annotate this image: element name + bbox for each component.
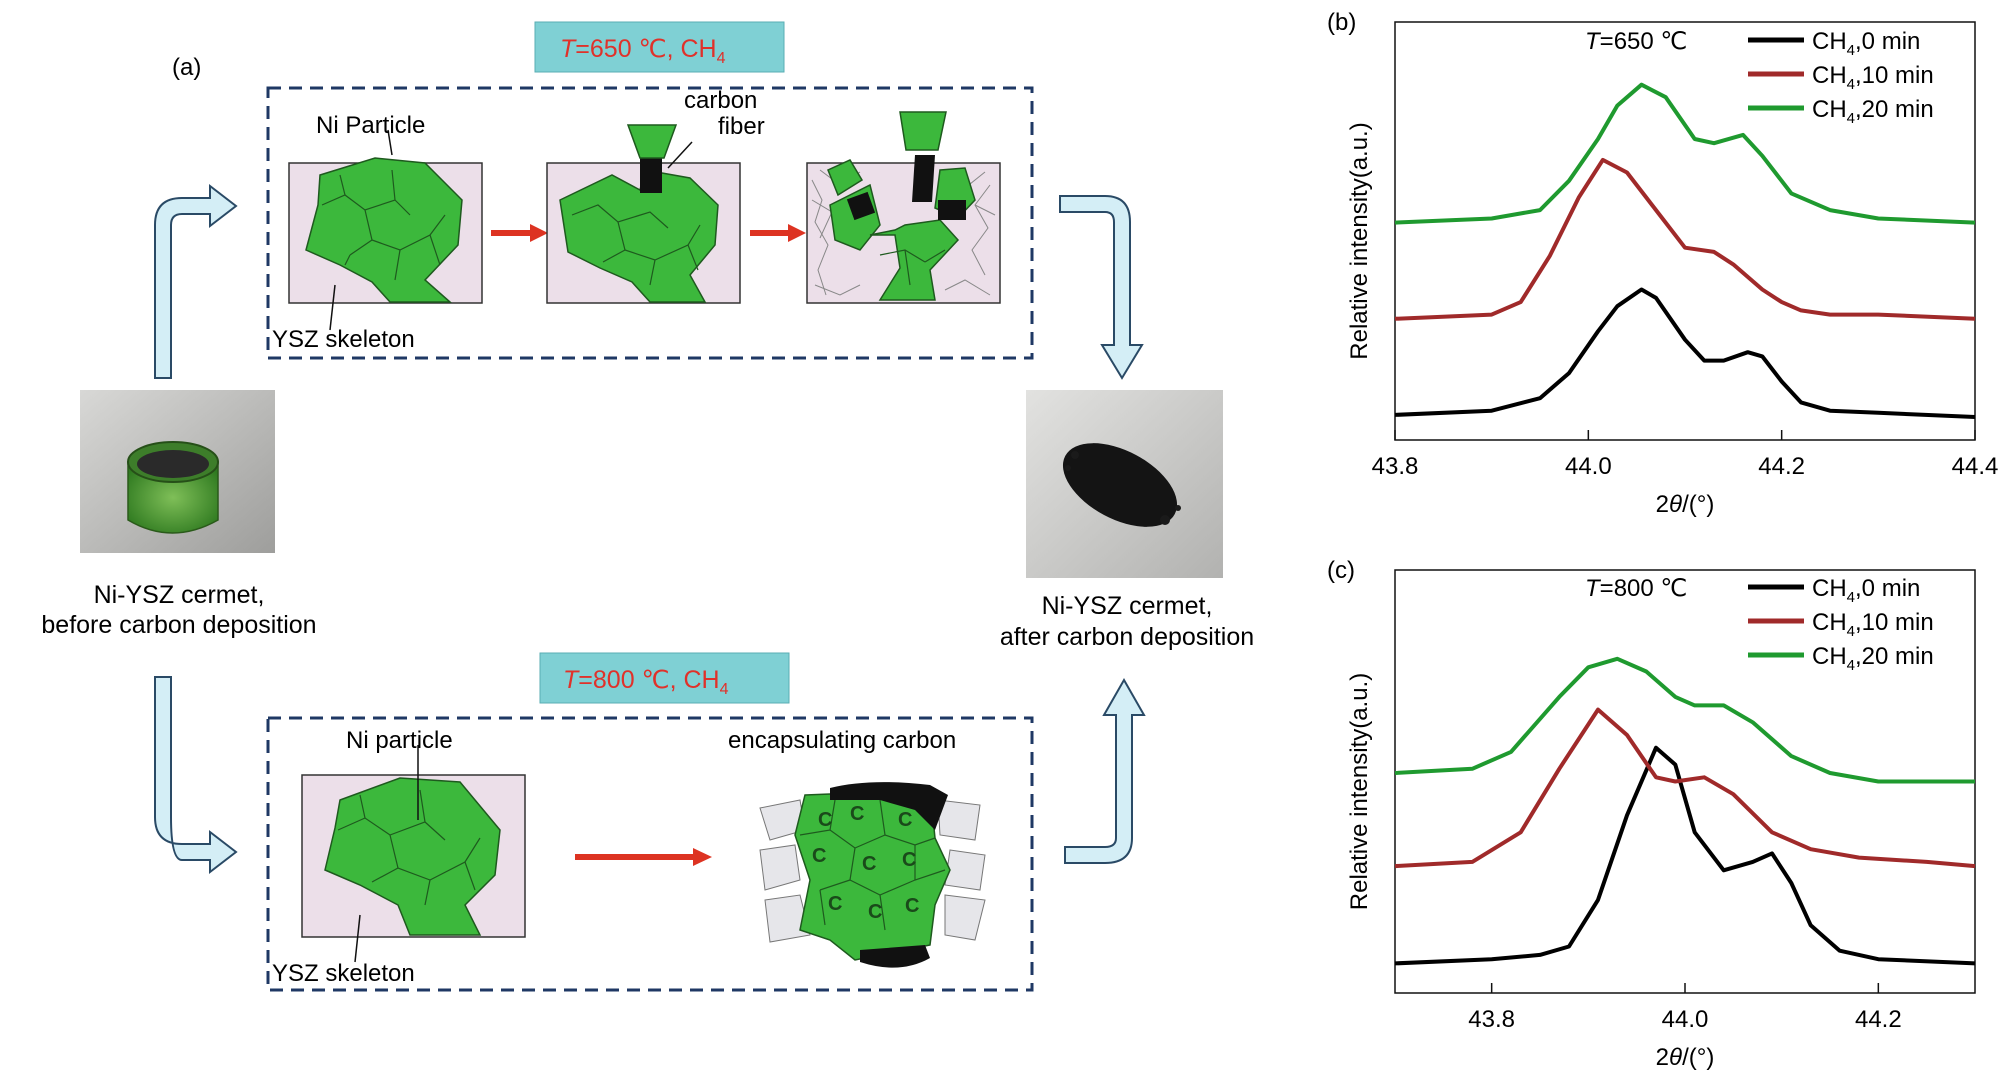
caption-before-line-2: before carbon deposition <box>41 611 316 639</box>
ni-particle-initial-800 <box>301 745 526 963</box>
plot-frame <box>1394 21 1976 441</box>
encapsulating-carbon-label: encapsulating carbon <box>728 727 956 754</box>
photo-after-deposition <box>1026 390 1223 578</box>
flow-arrow-up-left-bottom <box>1064 677 1146 864</box>
caption-before-line-1: Ni-YSZ cermet, <box>94 581 265 609</box>
x-axis-label-theta: θ <box>1669 1044 1682 1071</box>
y-axis-label: Relative intensity(a.u.) <box>1346 673 1373 910</box>
ni-particle-fragmented-650 <box>806 111 1001 304</box>
carbon-fiber-label-2: fiber <box>718 113 765 140</box>
carbon-mark: C <box>902 849 916 871</box>
legend-label: CH4,0 min <box>1812 28 1920 59</box>
panel-a-label: (a) <box>172 54 201 81</box>
condition-T-symbol: T <box>563 666 580 694</box>
x-axis-label-suffix: /(°) <box>1682 1044 1714 1071</box>
x-axis-label-prefix: 2 <box>1656 491 1669 518</box>
legend-label: CH4,20 min <box>1812 643 1934 674</box>
condition-box-top: T=650 ℃, CH4 <box>534 21 785 73</box>
ni-particle-label-top: Ni Particle <box>316 112 425 139</box>
x-tick-label: 44.0 <box>1565 453 1612 480</box>
x-tick-label: 44.4 <box>1952 453 1999 480</box>
ni-particle-initial-650 <box>288 129 483 331</box>
legend-label: CH4,20 min <box>1812 96 1934 127</box>
condition-text: =800 ℃, CH <box>578 666 719 694</box>
condition-box-bottom: T=800 ℃, CH4 <box>539 652 790 704</box>
x-tick-label: 44.2 <box>1855 1006 1902 1033</box>
carbon-fiber-label-1: carbon <box>684 87 757 114</box>
legend-label: CH4,10 min <box>1812 609 1934 640</box>
x-axis-label-theta: θ <box>1669 491 1682 518</box>
x-axis-label-prefix: 2 <box>1656 1044 1669 1071</box>
svg-text:T=800 ℃, CH4: T=800 ℃, CH4 <box>563 666 729 698</box>
x-tick-label: 44.2 <box>1758 453 1805 480</box>
dashed-box-650 <box>266 86 1034 360</box>
carbon-mark: C <box>812 845 826 867</box>
svg-text:T=650 ℃, CH4: T=650 ℃, CH4 <box>560 35 726 67</box>
x-tick-label: 43.8 <box>1468 1006 1515 1033</box>
red-arrow-top-2 <box>750 224 806 242</box>
x-axis-label: 2θ/(°) <box>1656 491 1715 518</box>
x-axis-label-suffix: /(°) <box>1682 491 1714 518</box>
caption-after-line-2: after carbon deposition <box>1000 623 1254 651</box>
photo-before-deposition <box>80 390 275 553</box>
condition-label: T=650 ℃ <box>1585 28 1687 55</box>
caption-after-line-1: Ni-YSZ cermet, <box>1042 592 1213 620</box>
series-line <box>1394 287 1976 419</box>
condition-text: =650 ℃, CH <box>575 35 716 63</box>
ysz-skeleton-label-bottom: YSZ skeleton <box>272 960 415 987</box>
condition-subscript: 4 <box>720 681 729 698</box>
x-axis-label: 2θ/(°) <box>1656 1044 1715 1071</box>
carbon-mark: C <box>898 809 912 831</box>
flow-arrow-down-left-bottom <box>154 676 238 875</box>
red-arrow-bottom <box>575 848 712 866</box>
panel-label: (c) <box>1327 557 1355 584</box>
series-line <box>1394 82 1976 225</box>
chart-c: (c) 43.8 44.0 44.2 2θ/(°) Relative intensity(… <box>1327 557 1976 1071</box>
ni-particle-label-bottom: Ni particle <box>346 727 453 754</box>
carbon-mark: C <box>905 895 919 917</box>
flow-arrow-up-right-top <box>154 183 238 379</box>
legend-label: CH4,10 min <box>1812 62 1934 93</box>
carbon-mark: C <box>862 853 876 875</box>
x-tick-label: 43.8 <box>1372 453 1419 480</box>
condition-subscript: 4 <box>717 50 726 67</box>
series-line <box>1394 707 1976 869</box>
chart-b: (b) 43.8 44.0 44.2 44.4 2θ/(°) Relative intens… <box>1327 9 1998 518</box>
ni-particle-fiber-growth-650 <box>546 124 741 304</box>
panel-label: (b) <box>1327 9 1356 36</box>
series-line <box>1394 656 1975 784</box>
red-arrow-top-1 <box>491 224 548 242</box>
ysz-skeleton-label-top: YSZ skeleton <box>272 326 415 353</box>
x-tick-label: 44.0 <box>1662 1006 1709 1033</box>
carbon-mark: C <box>868 901 882 923</box>
condition-label: T=800 ℃ <box>1585 575 1687 602</box>
flow-arrow-right-down-top <box>1059 195 1144 380</box>
legend-label: CH4,0 min <box>1812 575 1920 606</box>
condition-T-symbol: T <box>560 35 577 63</box>
y-axis-label: Relative intensity(a.u.) <box>1346 122 1373 359</box>
carbon-mark: C <box>850 803 864 825</box>
ni-particle-encapsulated-800: C C C C C C C C C <box>759 782 986 968</box>
dashed-box-800 <box>266 716 1034 992</box>
carbon-mark: C <box>818 809 832 831</box>
series-line <box>1394 745 1976 966</box>
carbon-mark: C <box>828 893 842 915</box>
series-line <box>1394 157 1976 321</box>
